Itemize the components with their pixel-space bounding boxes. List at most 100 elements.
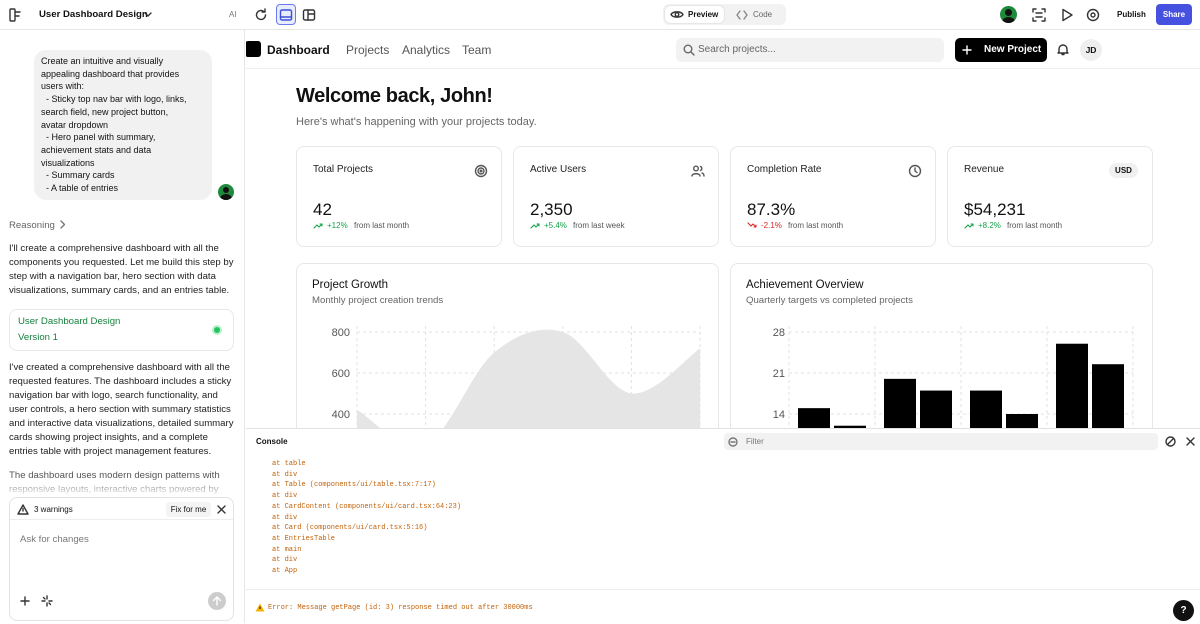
publish-button[interactable]: Publish [1117,10,1146,19]
user-avatar[interactable] [1000,6,1017,23]
filter-icon [728,437,738,447]
preview-tab[interactable] [665,6,724,23]
add-icon[interactable] [20,596,30,606]
assistant-reply: I'll create a comprehensive dashboard wi… [9,243,234,296]
brand[interactable]: Dashboard [267,43,330,57]
warning-icon [17,504,29,515]
user-prompt: Create an intuitive and visually appealin… [41,55,187,195]
stat-card: Total Projects 42 +12% from last month [296,146,502,247]
search-placeholder[interactable]: Search projects... [698,44,776,55]
stat-badge: USD [1109,163,1138,178]
bell-icon[interactable] [1057,43,1069,56]
new-project-label[interactable]: New Project [984,44,1042,55]
bar [1006,414,1038,428]
settings-icon[interactable] [1086,8,1100,22]
fix-button[interactable]: Fix for me [166,502,211,517]
console-filter[interactable] [724,433,1158,450]
assistant-reply: I've created a comprehensive dashboard w… [9,362,234,457]
stat-note: from last month [354,221,410,230]
y-tick-label: 400 [332,409,350,421]
chat-input[interactable] [9,497,234,621]
close-icon[interactable] [1186,437,1195,446]
send-button[interactable] [208,592,226,610]
layout-icon[interactable] [279,8,293,22]
search-field[interactable] [676,38,944,62]
send-icon [212,596,222,606]
stat-note: from last month [1007,221,1063,230]
stack-line: at div [272,513,298,522]
chart-title: Project Growth [312,279,389,291]
warning-icon [255,603,265,612]
nav-link[interactable]: Team [462,43,492,57]
logo-icon[interactable] [9,8,23,22]
status-dot [214,327,220,333]
bar [970,390,1002,428]
stack-line: at main [272,545,302,554]
sparkle-icon[interactable] [41,595,53,607]
version-number[interactable]: Version 1 [18,332,59,343]
stat-card: Active Users 2,350 +5.4% from last week [513,146,719,247]
stat-label: Total Projects [313,164,374,175]
chart-title: Achievement Overview [746,279,864,291]
filter-placeholder[interactable]: Filter [746,437,764,446]
prompt-line: users with: [41,81,85,92]
version-card[interactable] [9,309,234,351]
stack-line: at div [272,492,298,501]
chart-subtitle: Quarterly targets vs completed projects [746,295,913,306]
stack-line: at div [272,470,298,479]
chevron[interactable] [144,11,152,19]
preview-label[interactable]: Preview [688,10,719,19]
warnings-count[interactable]: 3 warnings [34,505,73,514]
scan-icon[interactable] [1032,8,1046,22]
avatar-dropdown[interactable]: JD [1080,39,1102,61]
chat-panel: Create an intuitive and visually appealin… [0,30,245,623]
input-placeholder[interactable]: Ask for changes [20,534,89,545]
stat-icon [908,164,922,178]
reasoning-toggle[interactable]: Reasoning [9,219,66,231]
trend-down-icon [747,222,757,228]
prompt-line: achievement stats and data [41,144,152,155]
assistant-reply: The dashboard uses modern design pattern… [9,470,220,495]
stat-value: 2,350 [530,200,573,219]
nav-link[interactable]: Analytics [402,43,451,57]
site-nav [246,30,1200,69]
user-avatar [218,184,234,200]
nav-link[interactable]: Projects [346,43,390,57]
ai-label[interactable]: AI [229,10,237,19]
stat-value: $54,231 [964,200,1026,219]
error-message: Error: Message getPage (id: 3) response … [268,604,533,612]
play-icon[interactable] [1060,8,1074,22]
code-label[interactable]: Code [753,10,773,19]
bar [920,390,952,428]
clear-icon[interactable] [1165,436,1176,447]
stat-value: 87.3% [747,200,796,219]
top-bar: User Dashboard Design AI Preview Code Pu… [0,0,1200,30]
user-message [34,50,212,200]
stack-line: at EntriesTable [272,534,336,543]
version-title[interactable]: User Dashboard Design [18,316,121,327]
y-tick-label: 800 [332,327,350,339]
project-name[interactable]: User Dashboard Design [39,9,148,20]
trend-up-icon [964,223,974,229]
prompt-line: - Sticky top nav bar with logo, links, [41,94,187,105]
stat-card: Revenue USD $54,231 +8.2% from last month [947,146,1153,247]
hero-title: Welcome back, John! [296,85,493,107]
refresh-icon[interactable] [254,8,268,22]
stack-trace: at table at div at Table (components/ui/ta… [272,459,461,577]
prompt-line: appealing dashboard that provides [41,68,180,79]
close-icon[interactable] [217,505,226,514]
stat-label: Revenue [964,164,1005,175]
reasoning-label[interactable]: Reasoning [9,220,55,231]
prompt-line: search field, new project button, [41,106,169,117]
share-button[interactable]: Share [1156,4,1192,25]
prompt-line: avatar dropdown [41,119,109,130]
site-logo[interactable] [246,41,261,57]
trend-up-icon [530,223,540,229]
help-button[interactable]: ? [1173,600,1194,621]
panel-icon[interactable] [302,8,316,22]
y-tick-label: 21 [773,368,785,380]
area [357,329,700,428]
eye-icon [670,11,684,18]
stack-line: at div [272,556,298,565]
bar [1092,364,1124,428]
